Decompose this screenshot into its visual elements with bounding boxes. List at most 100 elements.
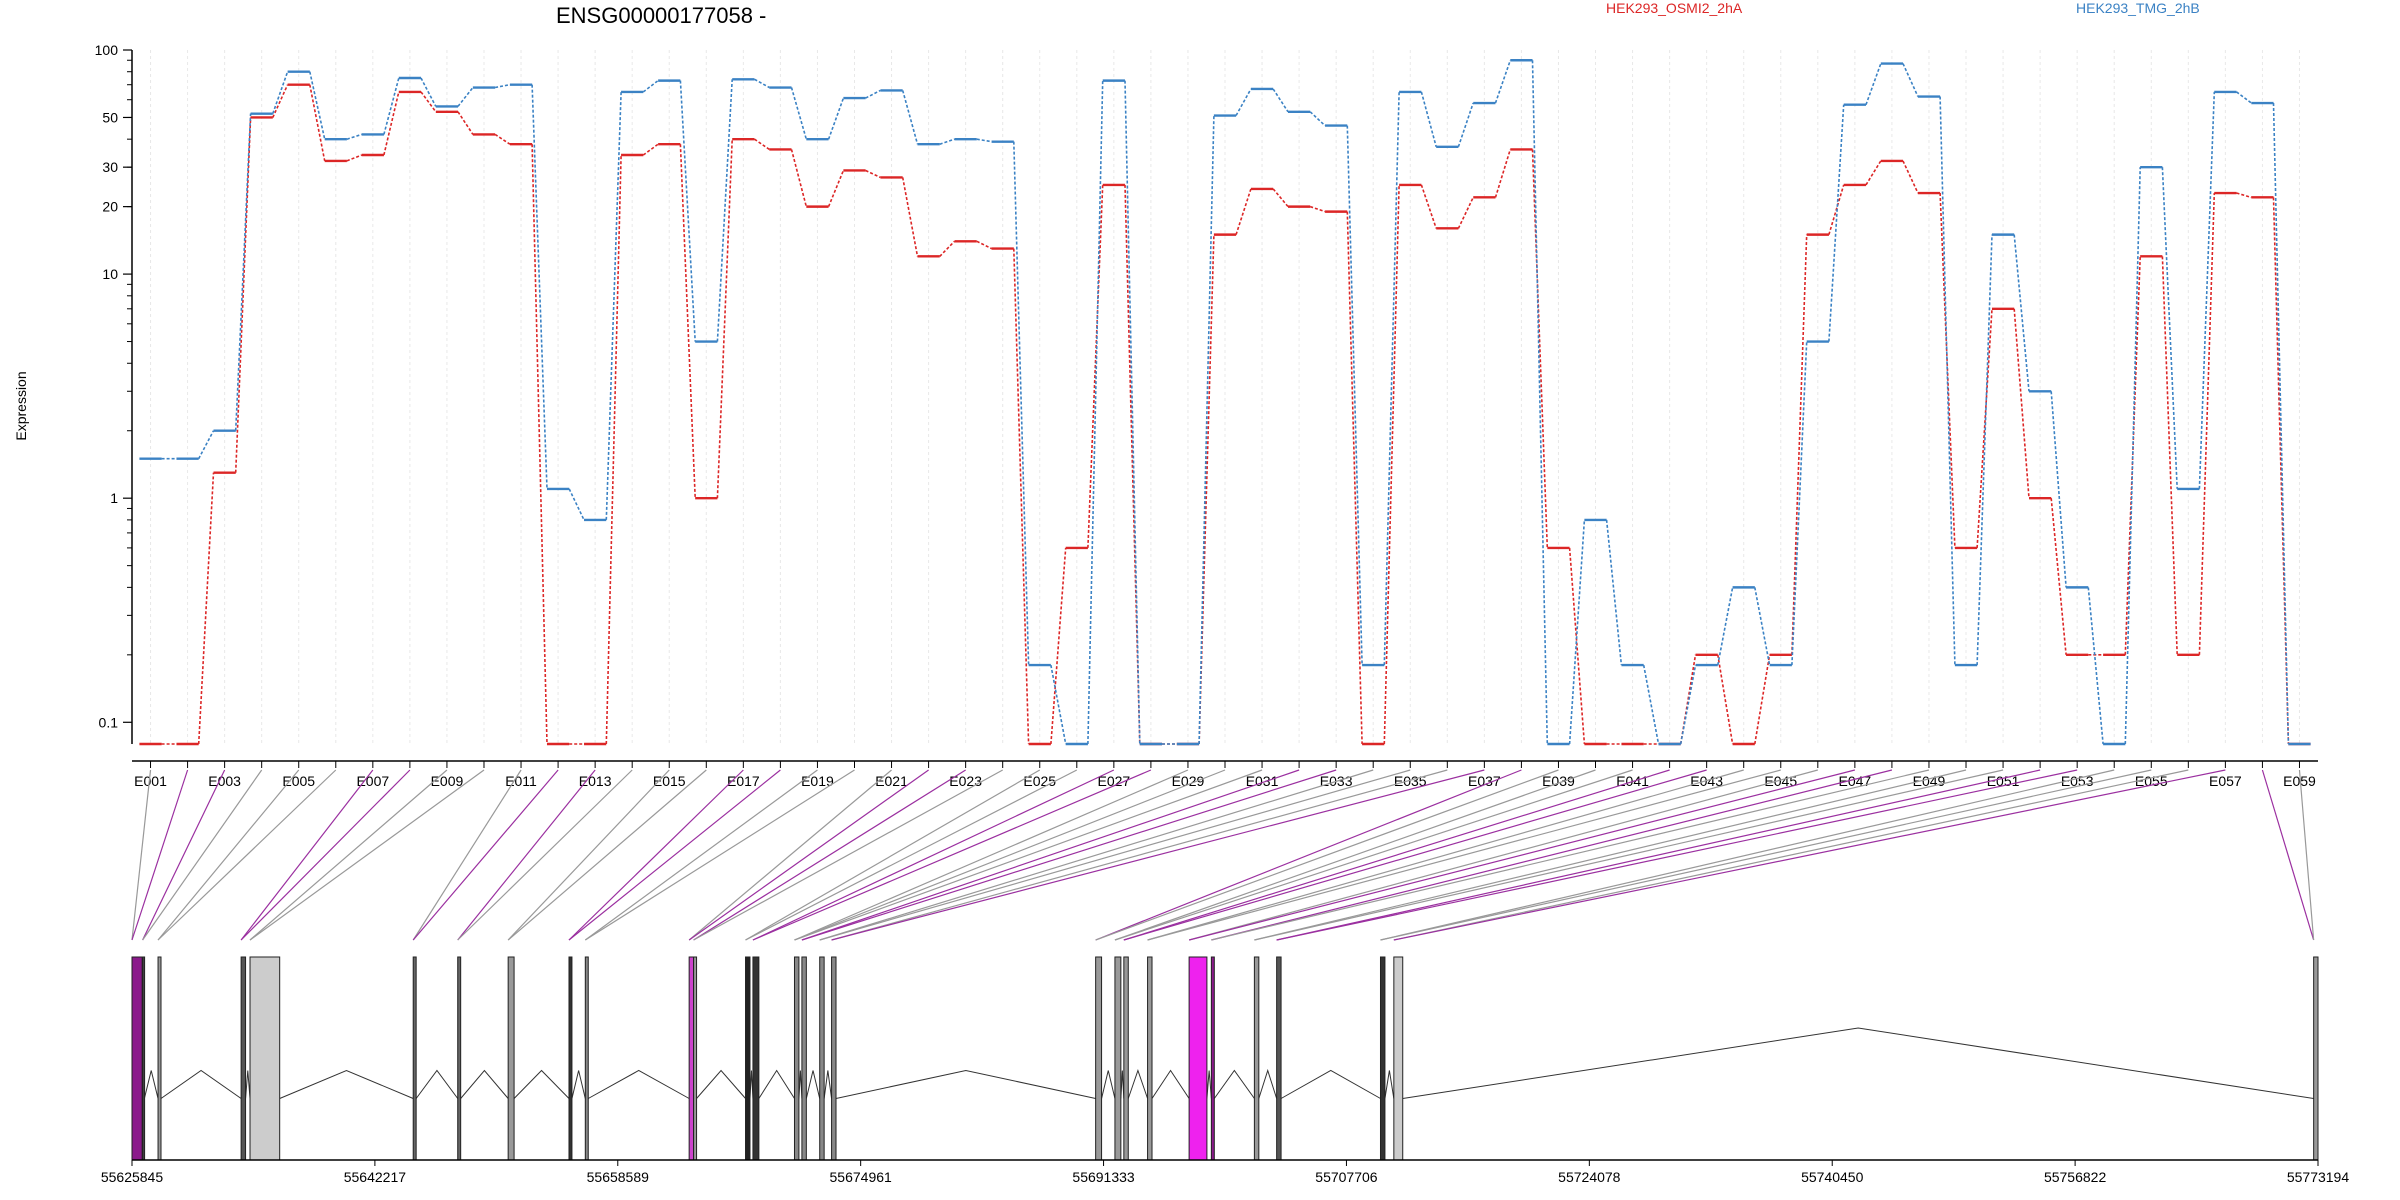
exon-8 [507, 956, 515, 1161]
connector-E056 [1393, 769, 2189, 941]
exon-28 [1393, 956, 1404, 1161]
connector-E050 [1254, 769, 1967, 941]
y-tick-label: 10 [102, 266, 118, 282]
connector-E043 [1123, 769, 1707, 941]
genomic-tick-label: 55625845 [101, 1169, 164, 1185]
intron-line [245, 1070, 251, 1099]
exon-12 [693, 956, 698, 1161]
intron-line [415, 1069, 459, 1099]
exon-3 [157, 956, 162, 1161]
exon-18 [831, 956, 837, 1161]
y-tick-label: 20 [102, 199, 118, 215]
connector-E025 [745, 769, 1041, 941]
connector-E029 [794, 769, 1189, 941]
x-tick-label: E017 [727, 773, 760, 789]
exon-22 [1147, 956, 1153, 1161]
y-tick-label: 30 [102, 159, 118, 175]
x-tick-label: E027 [1097, 773, 1130, 789]
connector-E005 [157, 769, 300, 941]
exon-16 [801, 956, 807, 1161]
connector-E040 [1114, 769, 1596, 941]
chart-title: ENSG00000177058 - [556, 3, 766, 28]
connector-E016 [507, 769, 707, 941]
intron-line [1101, 1070, 1116, 1099]
series-connector [161, 60, 2290, 745]
x-axis: E001 E003 E005 E007 E009 E011 E013 E015 E017 E019… [132, 760, 2318, 789]
exon-11 [688, 956, 695, 1161]
genomic-tick-label: 55691333 [1072, 1169, 1135, 1185]
gridlines [150, 50, 2300, 744]
series-lines [139, 59, 2311, 746]
x-tick-label: E045 [1764, 773, 1797, 789]
genomic-tick-label: 55658589 [587, 1169, 650, 1185]
intron-line [160, 1069, 242, 1099]
connector-E027 [752, 769, 1115, 941]
genomic-tick-label: 55773194 [2287, 1169, 2350, 1185]
connector-E045 [1147, 769, 1781, 941]
intron-line [1384, 1070, 1395, 1099]
connector-E024 [693, 769, 1003, 941]
genomic-coordinate-axis: 55625845 55642217 55658589 55674961 55691333… [101, 1159, 2350, 1185]
exon-25 [1253, 956, 1260, 1161]
connector-E020 [584, 769, 855, 941]
connector-E057 [1393, 769, 2226, 941]
intron-line [1258, 1068, 1278, 1099]
connector-E022 [688, 769, 929, 941]
exon-1 [131, 956, 143, 1161]
exon-14 [752, 956, 760, 1161]
x-tick-label: E023 [949, 773, 982, 789]
connector-E042 [1123, 769, 1670, 941]
x-tick-label: E057 [2209, 773, 2242, 789]
connector-E015 [507, 769, 670, 941]
connector-E034 [819, 769, 1374, 941]
series-connector [161, 84, 2290, 745]
x-tick-label: E025 [1023, 773, 1056, 789]
y-tick-label: 1 [110, 490, 118, 506]
connector-E031 [794, 769, 1263, 941]
intron-line [696, 1069, 746, 1099]
connector-E059 [2298, 769, 2315, 941]
connector-E035 [819, 769, 1411, 941]
connector-E012 [412, 769, 559, 941]
x-tick-label: E059 [2283, 773, 2316, 789]
connector-E014 [457, 769, 633, 941]
connector-E026 [745, 769, 1078, 941]
x-tick-label: E047 [1839, 773, 1872, 789]
connector-E010 [249, 769, 485, 941]
intron-line [835, 1069, 1096, 1099]
y-axis-label: Expression [13, 371, 29, 440]
exon-24 [1210, 956, 1215, 1161]
connector-E055 [1380, 769, 2152, 941]
connector-E007 [240, 769, 374, 941]
exon-10 [584, 956, 589, 1161]
connector-E018 [568, 769, 781, 941]
intron-line [571, 1070, 586, 1099]
intron-line [1127, 1068, 1149, 1099]
exon-17 [819, 956, 825, 1161]
connector-E006 [157, 769, 337, 941]
exon-2 [142, 956, 146, 1161]
connector-E036 [831, 769, 1448, 941]
exon-19 [1095, 956, 1103, 1161]
intron-line [588, 1069, 690, 1099]
connector-E002 [131, 769, 189, 941]
exon-21 [1123, 956, 1129, 1161]
exon-15 [793, 956, 800, 1161]
exon-20 [1114, 956, 1122, 1161]
connector-E028 [752, 769, 1152, 941]
exon-4 [240, 956, 247, 1161]
y-tick-label: 50 [102, 109, 118, 125]
connector-E037 [831, 769, 1485, 941]
series-2 [139, 59, 2311, 746]
genomic-tick-label: 55756822 [2044, 1169, 2107, 1185]
connector-E058 [2261, 769, 2315, 941]
connector-E049 [1211, 769, 1930, 941]
connector-E013 [457, 769, 596, 941]
intron-line [1206, 1070, 1212, 1099]
connector-E048 [1211, 769, 1893, 941]
connector-E053 [1276, 769, 2078, 941]
connector-E019 [584, 769, 818, 941]
intron-line [143, 1070, 159, 1099]
x-tick-label: E035 [1394, 773, 1427, 789]
